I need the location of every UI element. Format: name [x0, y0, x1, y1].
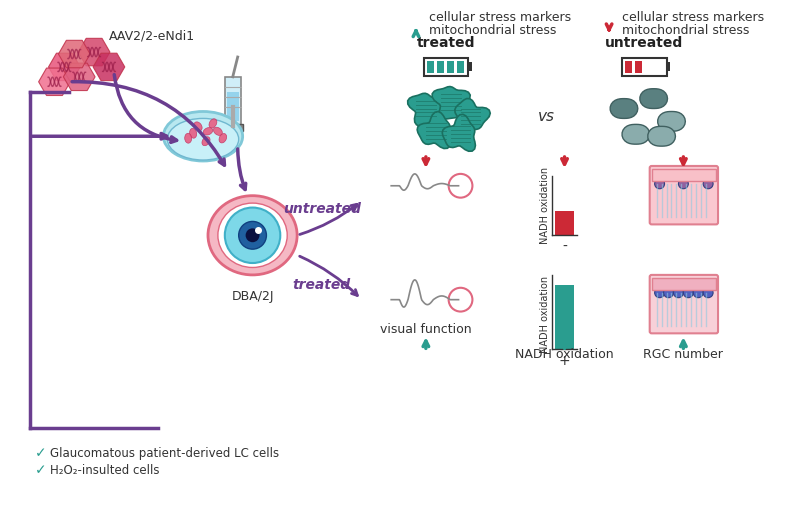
- Polygon shape: [93, 53, 125, 81]
- Circle shape: [694, 288, 703, 298]
- Bar: [652, 278, 716, 290]
- Text: H₂O₂-insulted cells: H₂O₂-insulted cells: [50, 464, 159, 476]
- Text: cellular stress markers: cellular stress markers: [622, 11, 764, 24]
- Text: mitochondrial stress: mitochondrial stress: [429, 24, 556, 37]
- Ellipse shape: [204, 127, 212, 136]
- FancyBboxPatch shape: [650, 166, 718, 224]
- Ellipse shape: [184, 134, 193, 143]
- Text: +: +: [558, 354, 570, 368]
- Ellipse shape: [193, 123, 203, 130]
- Text: Glaucomatous patient-derived LC cells: Glaucomatous patient-derived LC cells: [50, 447, 278, 460]
- Polygon shape: [610, 99, 638, 118]
- Text: NADH oxidation: NADH oxidation: [540, 276, 550, 353]
- Text: treated: treated: [293, 278, 351, 292]
- Text: AAV2/2-eNdi1: AAV2/2-eNdi1: [109, 29, 195, 42]
- Bar: [446, 61, 454, 73]
- Text: treated: treated: [417, 36, 475, 50]
- FancyBboxPatch shape: [650, 275, 718, 333]
- Bar: [666, 62, 670, 71]
- Bar: [467, 62, 473, 71]
- Polygon shape: [622, 125, 650, 144]
- Circle shape: [678, 179, 688, 189]
- Text: -: -: [562, 240, 567, 254]
- Circle shape: [654, 288, 665, 298]
- Ellipse shape: [214, 126, 222, 136]
- Circle shape: [703, 179, 713, 189]
- Ellipse shape: [208, 196, 297, 275]
- Ellipse shape: [218, 203, 287, 268]
- Polygon shape: [58, 40, 90, 68]
- Ellipse shape: [209, 119, 218, 128]
- Bar: [457, 61, 463, 73]
- Text: untreated: untreated: [605, 36, 683, 50]
- Ellipse shape: [201, 138, 211, 145]
- Bar: [225, 77, 241, 126]
- Bar: [554, 285, 574, 349]
- Ellipse shape: [188, 130, 198, 137]
- Circle shape: [674, 288, 683, 298]
- Polygon shape: [63, 63, 95, 91]
- Polygon shape: [442, 114, 475, 151]
- Circle shape: [654, 179, 665, 189]
- Bar: [652, 169, 716, 181]
- Text: vs: vs: [538, 109, 555, 124]
- Text: NADH oxidation: NADH oxidation: [515, 348, 614, 360]
- Polygon shape: [38, 68, 70, 95]
- Circle shape: [225, 208, 280, 263]
- Text: RGC number: RGC number: [643, 348, 723, 360]
- Circle shape: [238, 222, 266, 249]
- Circle shape: [703, 288, 713, 298]
- Bar: [427, 61, 434, 73]
- Bar: [424, 58, 469, 76]
- Ellipse shape: [163, 111, 242, 161]
- Ellipse shape: [167, 118, 238, 160]
- Bar: [635, 61, 642, 73]
- Bar: [622, 58, 666, 76]
- Text: NADH oxidation: NADH oxidation: [540, 167, 550, 244]
- Text: visual function: visual function: [380, 323, 472, 336]
- Polygon shape: [49, 53, 80, 81]
- Text: mitochondrial stress: mitochondrial stress: [622, 24, 750, 37]
- Text: ✓: ✓: [34, 463, 46, 477]
- Bar: [227, 92, 238, 121]
- Polygon shape: [455, 99, 490, 134]
- Text: cellular stress markers: cellular stress markers: [429, 11, 571, 24]
- Bar: [223, 125, 242, 131]
- Polygon shape: [78, 38, 110, 66]
- Polygon shape: [640, 89, 667, 109]
- Ellipse shape: [218, 134, 227, 143]
- Polygon shape: [648, 126, 675, 146]
- Text: DBA/2J: DBA/2J: [231, 290, 274, 303]
- Circle shape: [663, 288, 674, 298]
- Polygon shape: [408, 93, 446, 126]
- Text: untreated: untreated: [283, 201, 361, 216]
- Bar: [625, 61, 632, 73]
- Polygon shape: [432, 86, 470, 119]
- Bar: [437, 61, 444, 73]
- Polygon shape: [417, 112, 450, 148]
- Text: ✓: ✓: [34, 446, 46, 460]
- Polygon shape: [658, 111, 686, 131]
- Circle shape: [683, 288, 694, 298]
- Circle shape: [246, 228, 259, 242]
- Bar: [554, 210, 574, 235]
